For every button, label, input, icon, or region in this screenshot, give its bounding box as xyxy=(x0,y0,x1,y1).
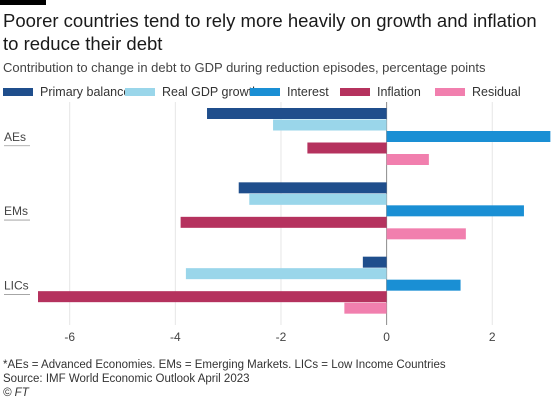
legend-label-interest: Interest xyxy=(287,85,329,99)
category-label-lics: LICs xyxy=(4,278,29,292)
bar-ems-residual xyxy=(386,228,466,240)
legend-item-primary-balance: Primary balance xyxy=(3,84,130,100)
legend-item-residual: Residual xyxy=(435,84,521,100)
chart-subtitle: Contribution to change in debt to GDP du… xyxy=(3,60,486,75)
bar-chart: AEs EMs LICs -6 -4 -2 0 2 xyxy=(4,102,551,344)
legend-item-real-gdp-growth: Real GDP growth xyxy=(125,84,259,100)
bar-aes-residual xyxy=(386,154,429,165)
bar-aes-interest xyxy=(386,131,551,142)
bar-ems-inflation xyxy=(180,216,387,228)
bar-lics-inflation xyxy=(38,291,387,303)
legend-item-interest: Interest xyxy=(250,84,329,100)
x-tick-label-neg4: -4 xyxy=(170,330,181,344)
legend-swatch-inflation xyxy=(340,88,370,96)
chart-legend: Primary balance Real GDP growth Interest… xyxy=(3,84,558,100)
bar-lics-real-gdp-growth xyxy=(185,268,387,280)
legend-label-real-gdp-growth: Real GDP growth xyxy=(162,85,260,99)
x-tick-label-0: 0 xyxy=(383,330,390,344)
x-tick-label-2: 2 xyxy=(489,330,496,344)
bar-lics-interest xyxy=(386,279,461,291)
bar-ems-primary-balance xyxy=(238,182,387,194)
legend-item-inflation: Inflation xyxy=(340,84,421,100)
bar-lics-primary-balance xyxy=(362,256,387,268)
bar-ems-real-gdp-growth xyxy=(249,193,387,205)
legend-swatch-residual xyxy=(435,88,465,96)
footnote: *AEs = Advanced Economies. EMs = Emergin… xyxy=(3,359,446,371)
legend-swatch-interest xyxy=(250,88,280,96)
bar-aes-inflation xyxy=(307,142,387,154)
source-note: Source: IMF World Economic Outlook April… xyxy=(3,373,250,385)
bar-lics-residual xyxy=(344,302,387,314)
bar-ems-interest xyxy=(386,205,524,217)
legend-swatch-primary-balance xyxy=(3,88,33,96)
legend-label-residual: Residual xyxy=(472,85,521,99)
chart-title: Poorer countries tend to rely more heavi… xyxy=(3,10,537,54)
x-tick-label-neg6: -6 xyxy=(64,330,75,344)
x-tick-label-neg2: -2 xyxy=(276,330,287,344)
category-label-ems: EMs xyxy=(4,204,28,218)
bar-aes-real-gdp-growth xyxy=(273,119,387,131)
ft-top-bar xyxy=(0,0,46,5)
bar-aes-primary-balance xyxy=(207,108,387,119)
ft-credit: © FT xyxy=(3,387,29,399)
legend-label-primary-balance: Primary balance xyxy=(40,85,131,99)
legend-label-inflation: Inflation xyxy=(377,85,421,99)
category-label-aes: AEs xyxy=(4,130,26,144)
legend-swatch-real-gdp-growth xyxy=(125,88,155,96)
